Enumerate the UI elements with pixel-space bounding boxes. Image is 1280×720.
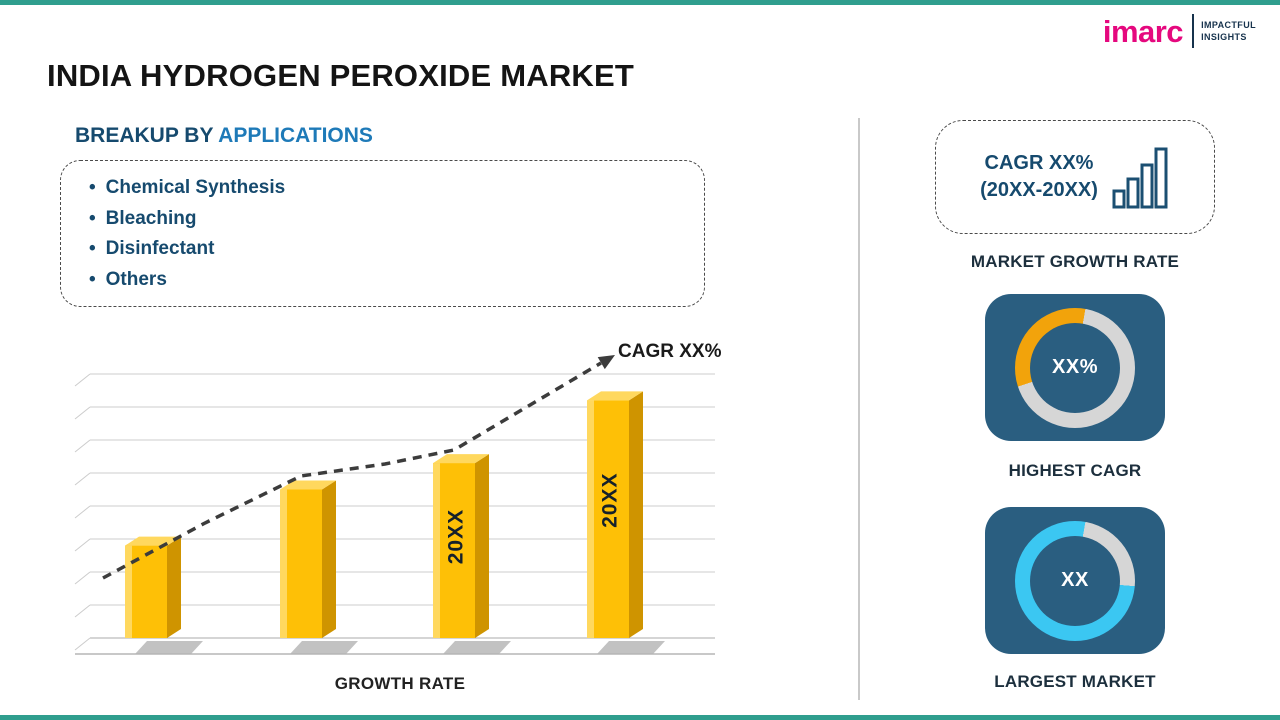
right-panel: CAGR XX% (20XX-20XX) MARKET GROWTH RATE … — [935, 120, 1215, 692]
cagr-box-line1: CAGR XX% — [984, 152, 1094, 174]
breakup-heading: BREAKUP BY APPLICATIONS — [75, 124, 373, 148]
cagr-box: CAGR XX% (20XX-20XX) — [935, 120, 1215, 234]
market-growth-rate-label: MARKET GROWTH RATE — [970, 252, 1180, 271]
logo-tagline: IMPACTFUL INSIGHTS — [1201, 19, 1256, 43]
highest-cagr-value: XX% — [1052, 356, 1098, 378]
vertical-divider — [858, 118, 860, 700]
logo-tagline-line2: INSIGHTS — [1201, 32, 1247, 42]
applications-list-box: Chemical SynthesisBleachingDisinfectantO… — [60, 160, 705, 307]
svg-text:20XX: 20XX — [445, 509, 468, 564]
application-item: Bleaching — [89, 204, 684, 235]
top-accent-strip — [0, 0, 1280, 5]
highest-cagr-label: HIGHEST CAGR — [1008, 461, 1142, 480]
bottom-accent-strip — [0, 715, 1280, 720]
growth-bars-icon — [1112, 147, 1168, 209]
highest-cagr-card: XX% — [985, 294, 1165, 441]
growth-bar-chart-svg: 20XX 20XX — [74, 355, 715, 655]
application-item: Chemical Synthesis — [89, 173, 684, 204]
largest-market-value: XX — [1061, 569, 1089, 591]
largest-market-card: XX — [985, 507, 1165, 654]
applications-list: Chemical SynthesisBleachingDisinfectantO… — [89, 173, 684, 295]
cagr-box-line2: (20XX-20XX) — [980, 179, 1098, 201]
logo-divider — [1192, 14, 1195, 48]
svg-text:20XX: 20XX — [599, 473, 622, 528]
cagr-trend-label: CAGR XX% — [618, 341, 722, 362]
chart-x-axis-label: GROWTH RATE — [334, 674, 466, 693]
application-item: Others — [89, 265, 684, 296]
growth-chart: 20XX 20XX CAGR XX% GROWTH RATE — [55, 338, 795, 718]
imarc-logo: imarc IMPACTFUL INSIGHTS — [1103, 14, 1256, 48]
logo-tagline-line1: IMPACTFUL — [1201, 19, 1256, 30]
largest-market-label: LARGEST MARKET — [994, 672, 1156, 691]
largest-market-donut: XX — [1015, 520, 1135, 641]
breakup-heading-prefix: BREAKUP BY — [75, 124, 219, 147]
cagr-box-text: CAGR XX% (20XX-20XX) — [980, 150, 1098, 204]
application-item: Disinfectant — [89, 234, 684, 265]
imarc-logo-wordmark: imarc — [1102, 13, 1184, 49]
highest-cagr-donut: XX% — [1015, 307, 1135, 428]
breakup-heading-highlight: APPLICATIONS — [218, 124, 373, 147]
page-title: INDIA HYDROGEN PEROXIDE MARKET — [47, 58, 635, 93]
